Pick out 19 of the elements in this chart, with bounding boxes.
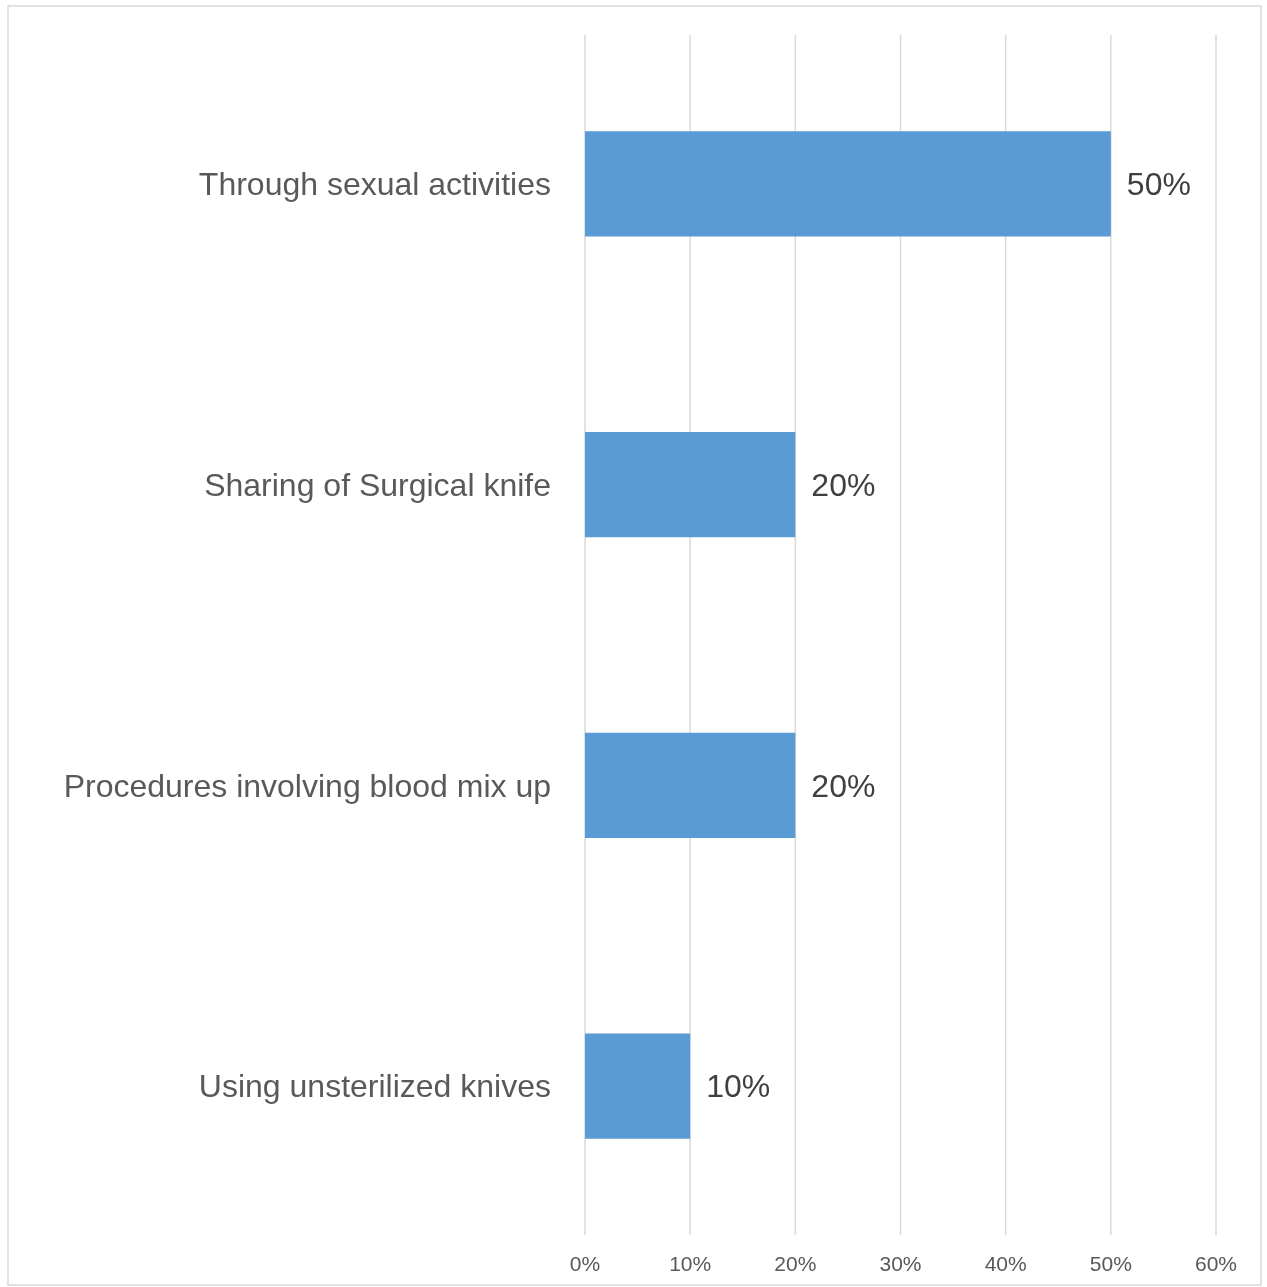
x-tick-label: 50% <box>1089 1252 1132 1275</box>
data-label: 20% <box>811 767 876 804</box>
x-tick-label: 10% <box>669 1252 712 1275</box>
y-tick-label: Sharing of Surgical knife <box>204 466 551 503</box>
bar <box>585 732 796 839</box>
x-tick-label: 30% <box>879 1252 922 1275</box>
y-tick-label: Using unsterilized knives <box>198 1068 551 1105</box>
bar <box>585 431 796 538</box>
data-label: 50% <box>1126 166 1191 203</box>
y-tick-label: Through sexual activities <box>198 166 551 203</box>
bar <box>585 131 1111 237</box>
data-label: 10% <box>706 1068 771 1105</box>
x-tick-label: 20% <box>774 1252 817 1275</box>
x-tick-label: 60% <box>1194 1252 1238 1275</box>
x-tick-label: 40% <box>984 1252 1027 1275</box>
bar <box>585 1033 691 1139</box>
data-label: 20% <box>811 466 876 503</box>
x-tick-label: 0% <box>569 1252 601 1275</box>
y-tick-label: Procedures involving blood mix up <box>63 767 551 804</box>
